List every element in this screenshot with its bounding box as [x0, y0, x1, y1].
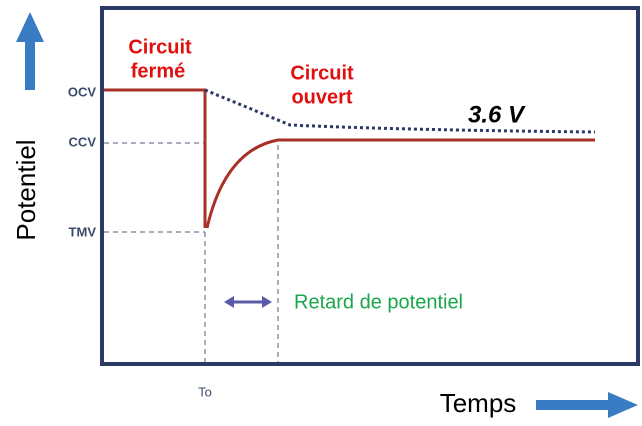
annotation: ouvert — [291, 86, 352, 108]
delay-label: Retard de potentiel — [294, 291, 463, 313]
y-axis-label: Potentiel — [11, 139, 41, 240]
x-axis-label: Temps — [440, 388, 517, 418]
delay-arrow-head — [262, 296, 272, 308]
open-circuit-curve — [204, 88, 596, 134]
annotation: fermé — [131, 60, 185, 82]
time-label: To — [198, 384, 212, 399]
y-arrow-head — [16, 12, 44, 42]
plot-frame — [100, 6, 640, 366]
delay-arrow-head — [224, 296, 234, 308]
voltage-label: 3.6 V — [468, 101, 526, 128]
x-arrow-head — [608, 392, 638, 418]
level-label: TMV — [69, 224, 97, 239]
guides — [104, 142, 279, 362]
level-label: CCV — [69, 134, 97, 149]
annotation: Circuit — [128, 36, 192, 58]
annotation: Circuit — [290, 62, 354, 84]
level-label: OCV — [68, 84, 97, 99]
